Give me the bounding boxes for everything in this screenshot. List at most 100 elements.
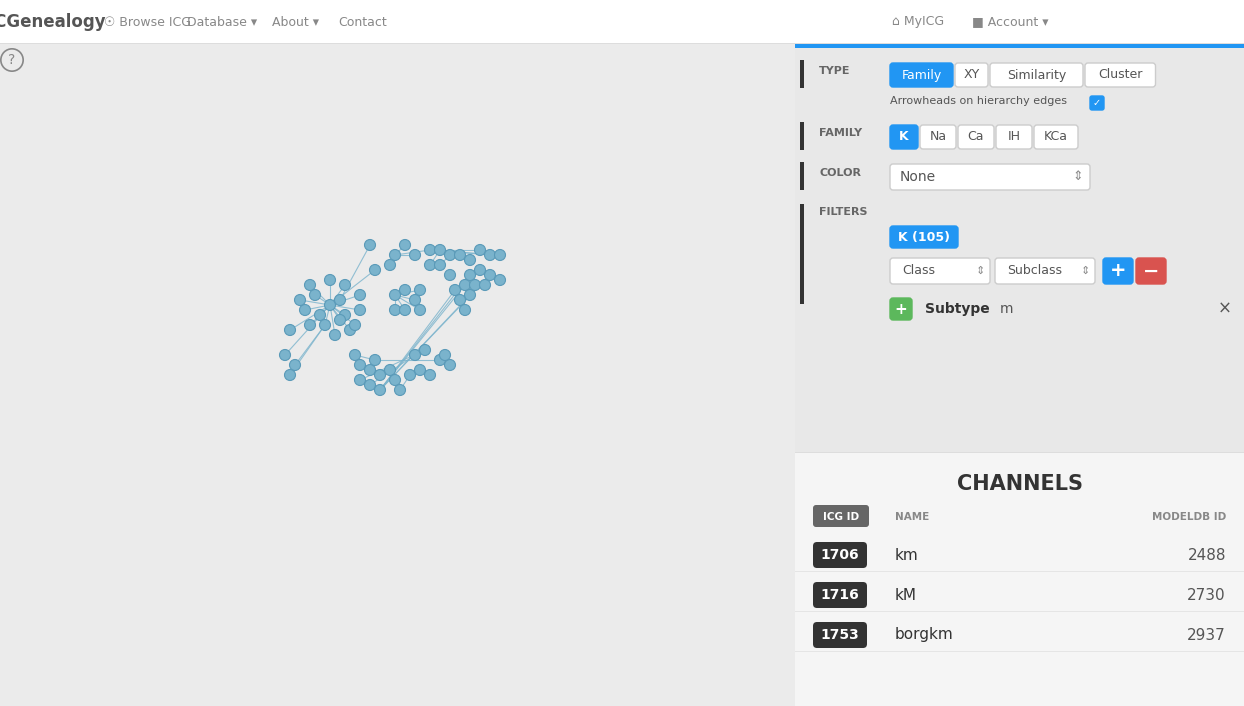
FancyBboxPatch shape — [990, 63, 1084, 87]
Bar — [800, 204, 804, 304]
Text: Similarity: Similarity — [1006, 68, 1066, 81]
Text: 2488: 2488 — [1188, 547, 1227, 563]
Text: None: None — [899, 170, 937, 184]
Circle shape — [350, 349, 361, 361]
Circle shape — [434, 244, 445, 256]
Circle shape — [399, 304, 411, 316]
Circle shape — [374, 385, 386, 395]
FancyBboxPatch shape — [889, 258, 990, 284]
Text: Ca: Ca — [968, 131, 984, 143]
Text: km: km — [894, 547, 919, 563]
Text: ×: × — [1218, 300, 1232, 318]
FancyBboxPatch shape — [955, 63, 988, 87]
Text: ☉ Browse ICG: ☉ Browse ICG — [104, 16, 192, 28]
Text: Subtype: Subtype — [926, 302, 990, 316]
Bar — [800, 122, 804, 150]
Text: NAME: NAME — [894, 512, 929, 522]
Circle shape — [469, 280, 480, 290]
Circle shape — [404, 369, 415, 381]
Text: IH: IH — [1008, 131, 1020, 143]
Bar — [800, 162, 804, 190]
Text: ⌂ MyICG: ⌂ MyICG — [892, 16, 944, 28]
Circle shape — [295, 294, 306, 306]
Text: Cluster: Cluster — [1098, 68, 1142, 81]
Circle shape — [484, 249, 495, 261]
Circle shape — [409, 294, 420, 306]
Circle shape — [419, 345, 430, 356]
Text: FILTERS: FILTERS — [819, 207, 867, 217]
Circle shape — [444, 359, 455, 371]
Circle shape — [414, 304, 425, 316]
Circle shape — [474, 265, 485, 275]
Bar — [795, 571, 1244, 572]
Circle shape — [364, 364, 376, 376]
Circle shape — [355, 359, 366, 371]
Text: COLOR: COLOR — [819, 168, 861, 178]
Bar — [0, 44, 795, 706]
Text: −: − — [1143, 261, 1159, 280]
Circle shape — [355, 289, 366, 301]
FancyBboxPatch shape — [889, 164, 1090, 190]
Text: 1706: 1706 — [821, 548, 860, 562]
Text: +: + — [894, 301, 907, 316]
Circle shape — [424, 369, 435, 381]
Circle shape — [409, 349, 420, 361]
Bar — [795, 452, 1244, 453]
Circle shape — [389, 374, 401, 385]
Bar — [800, 60, 804, 88]
FancyBboxPatch shape — [889, 298, 912, 320]
Circle shape — [330, 330, 341, 340]
Circle shape — [434, 354, 445, 366]
Text: 1716: 1716 — [821, 588, 860, 602]
Text: 2730: 2730 — [1187, 587, 1227, 602]
Text: 1753: 1753 — [821, 628, 860, 642]
Bar — [795, 651, 1244, 652]
Text: Database ▾: Database ▾ — [187, 16, 258, 28]
Circle shape — [320, 320, 331, 330]
Circle shape — [439, 349, 450, 361]
FancyBboxPatch shape — [995, 258, 1095, 284]
Circle shape — [479, 280, 490, 290]
Circle shape — [414, 364, 425, 376]
Text: m: m — [1000, 302, 1014, 316]
Circle shape — [389, 249, 401, 261]
Circle shape — [335, 314, 346, 325]
Circle shape — [484, 270, 495, 280]
Circle shape — [454, 294, 465, 306]
Circle shape — [335, 294, 346, 306]
FancyBboxPatch shape — [814, 582, 867, 608]
FancyBboxPatch shape — [889, 63, 953, 87]
Text: borgkm: borgkm — [894, 628, 954, 642]
Bar — [0, 43, 1244, 44]
Text: ?: ? — [9, 53, 16, 67]
Circle shape — [369, 354, 381, 366]
Text: Family: Family — [902, 68, 942, 81]
FancyBboxPatch shape — [814, 542, 867, 568]
Circle shape — [364, 239, 376, 251]
Circle shape — [389, 304, 401, 316]
FancyBboxPatch shape — [996, 125, 1033, 149]
Circle shape — [474, 244, 485, 256]
Circle shape — [409, 249, 420, 261]
Circle shape — [389, 289, 401, 301]
Text: ⇕: ⇕ — [1072, 169, 1084, 182]
Bar — [795, 44, 1244, 706]
Text: ■ Account ▾: ■ Account ▾ — [972, 16, 1049, 28]
Circle shape — [424, 260, 435, 270]
Text: MODELDB ID: MODELDB ID — [1152, 512, 1227, 522]
Text: ✓: ✓ — [1093, 98, 1101, 108]
FancyBboxPatch shape — [1090, 96, 1103, 110]
FancyBboxPatch shape — [889, 125, 918, 149]
Circle shape — [300, 304, 311, 316]
Circle shape — [495, 249, 505, 261]
Text: ICGenealogy: ICGenealogy — [0, 13, 106, 31]
Text: Subclass: Subclass — [1006, 265, 1062, 277]
Circle shape — [369, 265, 381, 275]
Text: Class: Class — [902, 265, 935, 277]
Text: FAMILY: FAMILY — [819, 128, 862, 138]
Circle shape — [285, 325, 296, 335]
Circle shape — [464, 270, 475, 280]
Circle shape — [355, 374, 366, 385]
Text: About ▾: About ▾ — [271, 16, 318, 28]
Circle shape — [424, 244, 435, 256]
